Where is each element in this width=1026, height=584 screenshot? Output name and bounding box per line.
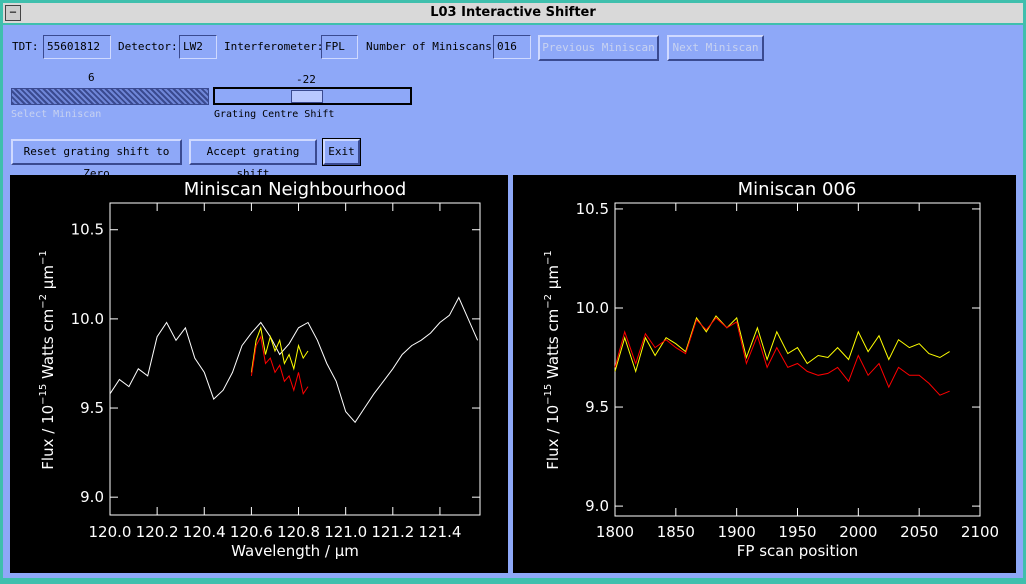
text-field[interactable]: 55601812	[43, 35, 111, 59]
text-field[interactable]: 016	[493, 35, 531, 59]
window-title: L03 Interactive Shifter	[430, 5, 596, 20]
slider-value: 6	[88, 71, 95, 84]
button[interactable]: Reset grating shift to Zero	[11, 139, 182, 180]
slider-thumb[interactable]	[291, 90, 323, 103]
button[interactable]: Previous Miniscan	[538, 35, 659, 61]
button[interactable]: Next Miniscan	[667, 35, 764, 61]
label: Interferometer:	[224, 40, 324, 53]
text-field[interactable]: LW2	[179, 35, 217, 59]
label: Number of Miniscans:	[366, 40, 499, 53]
title-bar: L03 Interactive Shifter	[3, 3, 1023, 23]
slider[interactable]	[213, 87, 412, 105]
slider-label: Grating Centre Shift	[214, 109, 335, 120]
text-field[interactable]: FPL	[321, 35, 358, 59]
button[interactable]: Accept grating shift	[189, 139, 317, 180]
slider[interactable]	[11, 88, 209, 105]
button[interactable]: Exit	[322, 138, 361, 166]
label: Detector:	[118, 40, 178, 53]
main-area	[3, 25, 1023, 578]
label: TDT:	[12, 40, 39, 53]
slider-value: -22	[296, 73, 316, 86]
slider-label: Select Miniscan	[11, 109, 102, 120]
minimize-button[interactable]: −	[5, 5, 21, 21]
